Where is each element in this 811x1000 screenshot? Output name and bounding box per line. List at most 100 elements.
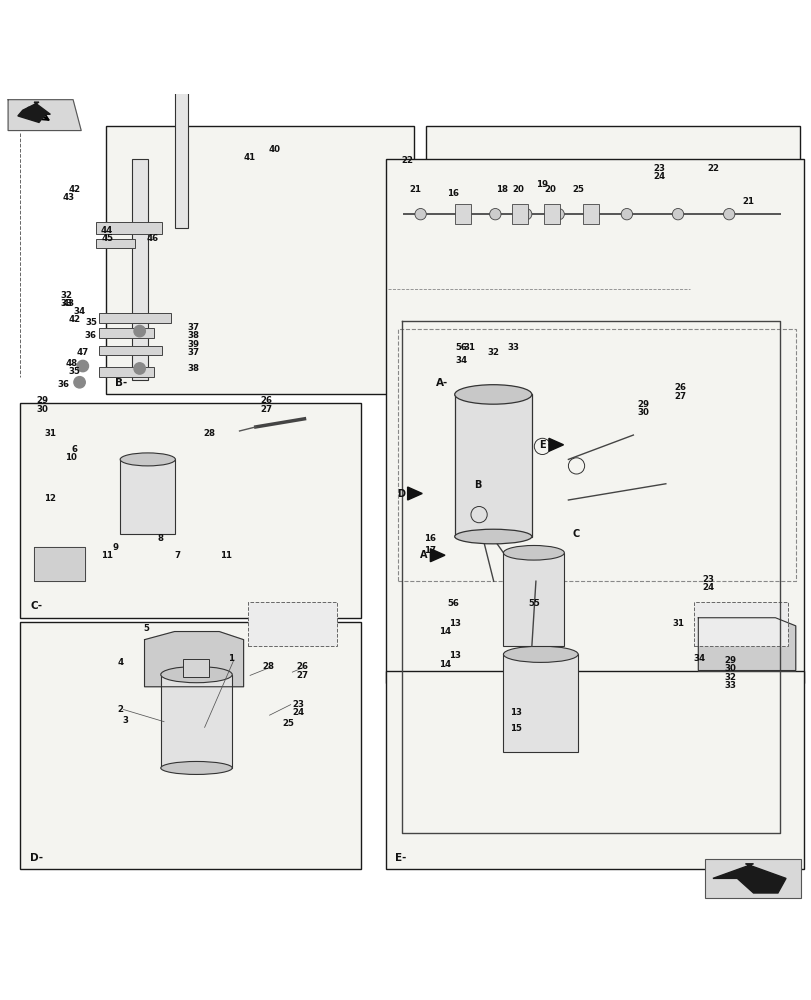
Polygon shape — [144, 632, 243, 687]
Text: 56: 56 — [447, 599, 458, 608]
Text: 23: 23 — [293, 700, 304, 709]
Bar — [99, 313, 170, 323]
Text: 32: 32 — [487, 348, 499, 357]
Text: 36: 36 — [85, 331, 97, 340]
Circle shape — [586, 208, 598, 220]
Text: 29: 29 — [36, 396, 48, 405]
Bar — [454, 394, 531, 537]
Text: 30: 30 — [637, 408, 648, 417]
Text: 31: 31 — [45, 429, 56, 438]
Bar — [20, 403, 361, 618]
Text: 28: 28 — [262, 662, 273, 671]
Text: D: D — [397, 489, 405, 499]
Text: 16: 16 — [424, 534, 436, 543]
Bar — [120, 459, 175, 534]
Bar — [454, 204, 470, 224]
Circle shape — [77, 360, 88, 372]
Ellipse shape — [161, 761, 232, 774]
Text: 22: 22 — [706, 164, 718, 173]
Polygon shape — [548, 438, 563, 451]
Text: 46: 46 — [147, 234, 158, 243]
Text: 56: 56 — [455, 343, 466, 352]
Circle shape — [134, 363, 145, 374]
Text: C-: C- — [30, 601, 42, 611]
Text: 13: 13 — [509, 708, 521, 717]
Text: 35: 35 — [69, 367, 80, 376]
Bar — [704, 859, 800, 898]
Text: B: B — [473, 480, 481, 490]
Ellipse shape — [454, 385, 531, 404]
Polygon shape — [697, 618, 795, 671]
Circle shape — [552, 208, 564, 220]
Text: 42: 42 — [69, 185, 80, 194]
Text: 23: 23 — [653, 164, 664, 173]
Ellipse shape — [161, 666, 232, 683]
Text: 45: 45 — [101, 234, 113, 243]
Polygon shape — [712, 864, 785, 893]
Bar — [397, 329, 795, 581]
Text: 41: 41 — [244, 153, 255, 162]
Text: 11: 11 — [220, 551, 231, 560]
Text: 31: 31 — [463, 343, 474, 352]
Bar — [105, 126, 414, 394]
Polygon shape — [8, 100, 81, 131]
Circle shape — [672, 208, 683, 220]
Text: 38: 38 — [187, 364, 199, 373]
Bar — [582, 204, 599, 224]
Text: 32: 32 — [61, 291, 72, 300]
Text: 33: 33 — [507, 343, 518, 352]
Bar — [99, 367, 154, 377]
Bar — [182, 659, 208, 677]
Text: 18: 18 — [496, 185, 507, 194]
Text: 6: 6 — [71, 445, 78, 454]
Text: 34: 34 — [74, 307, 85, 316]
Polygon shape — [34, 547, 85, 581]
Text: 20: 20 — [544, 185, 556, 194]
Text: 47: 47 — [76, 348, 89, 357]
Text: 8: 8 — [157, 534, 164, 543]
Bar — [511, 204, 527, 224]
Bar — [503, 553, 564, 646]
Text: 25: 25 — [282, 719, 294, 728]
Text: 29: 29 — [637, 400, 648, 409]
Text: 27: 27 — [296, 671, 307, 680]
Text: 26: 26 — [260, 396, 272, 405]
Circle shape — [489, 208, 500, 220]
Text: 15: 15 — [509, 724, 521, 733]
Text: A: A — [419, 550, 427, 560]
Text: 33: 33 — [61, 299, 72, 308]
Text: 16: 16 — [447, 189, 458, 198]
Text: 33: 33 — [724, 681, 736, 690]
Polygon shape — [430, 549, 444, 562]
Text: 25: 25 — [572, 185, 583, 194]
Text: 11: 11 — [101, 551, 113, 560]
Text: 27: 27 — [674, 392, 685, 401]
Bar — [174, 86, 187, 228]
Ellipse shape — [120, 453, 175, 466]
Text: 37: 37 — [187, 348, 199, 357]
Text: E-: E- — [395, 853, 406, 863]
Text: 19: 19 — [536, 180, 547, 189]
Text: 39: 39 — [187, 340, 199, 349]
Polygon shape — [18, 102, 50, 122]
Text: 24: 24 — [702, 583, 713, 592]
Text: 23: 23 — [702, 575, 713, 584]
Text: 3: 3 — [122, 716, 129, 725]
Text: 4: 4 — [117, 658, 123, 667]
Ellipse shape — [503, 646, 577, 662]
Text: 30: 30 — [724, 664, 736, 673]
Text: 21: 21 — [410, 185, 421, 194]
Text: 14: 14 — [439, 660, 450, 669]
Text: 1: 1 — [228, 654, 234, 663]
Bar — [99, 328, 154, 338]
Text: 36: 36 — [58, 380, 69, 389]
Text: 9: 9 — [112, 543, 118, 552]
Circle shape — [620, 208, 632, 220]
Text: A-: A- — [436, 378, 448, 388]
Bar — [247, 601, 337, 646]
Bar — [96, 222, 162, 234]
Circle shape — [520, 208, 531, 220]
Text: 5: 5 — [143, 624, 149, 633]
Text: 28: 28 — [204, 429, 215, 438]
Circle shape — [723, 208, 734, 220]
